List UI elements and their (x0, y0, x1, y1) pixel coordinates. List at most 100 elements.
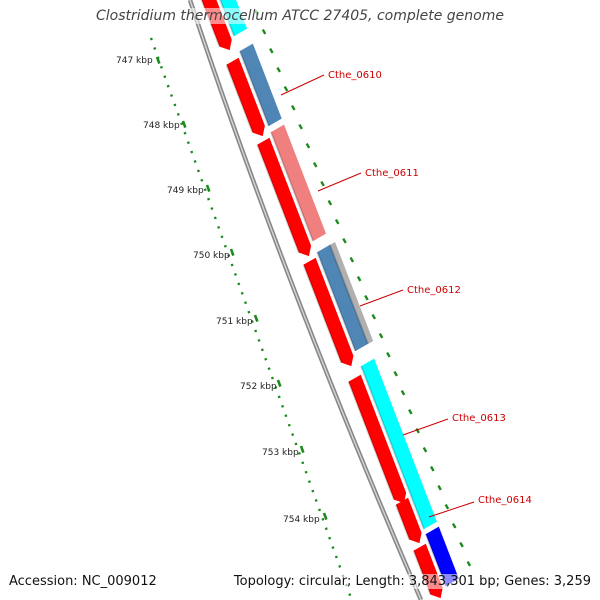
ruler-major-tick (276, 379, 282, 388)
track-tick (386, 351, 391, 358)
ruler-minor-tick (328, 536, 332, 540)
gene-block-3 (317, 244, 369, 352)
ruler-minor-tick (159, 65, 163, 69)
ruler-minor-tick (153, 47, 157, 50)
gene-block-2-shade (270, 131, 314, 242)
ruler-minor-tick (301, 461, 305, 465)
ruler-label: 753 kbp (262, 448, 299, 458)
ruler-major-tick (229, 248, 235, 257)
ruler-minor-tick (149, 37, 153, 41)
ruler-minor-tick (331, 546, 335, 550)
ruler-minor-tick (163, 75, 167, 79)
ruler-minor-tick (304, 470, 308, 474)
track-tick (269, 47, 274, 54)
track-tick (400, 389, 406, 396)
ruler: 747 kbp 748 kbp 749 kbp 750 kbp 751 kbp 752 k… (116, 37, 352, 597)
ruler-minor-tick (166, 84, 170, 88)
track-tick (320, 180, 325, 187)
ruler-minor-tick (233, 273, 237, 276)
ruler-minor-tick (203, 188, 207, 192)
ruler-label: 748 kbp (143, 121, 180, 131)
ruler-minor-tick (334, 555, 338, 559)
gene-label: Cthe_0612 (407, 285, 461, 296)
ruler-minor-tick (291, 433, 295, 437)
ruler-minor-tick (180, 122, 184, 126)
track-tick (283, 85, 289, 92)
ruler-minor-tick (281, 404, 285, 408)
ruler-minor-tick (190, 150, 194, 154)
ruler-minor-tick (240, 291, 244, 295)
ruler-minor-tick (227, 254, 231, 258)
track-tick (261, 28, 267, 35)
track-tick (429, 465, 435, 472)
ruler-minor-tick (170, 94, 174, 97)
ruler-minor-tick (254, 329, 258, 333)
ruler-minor-tick (213, 216, 217, 220)
gene-block-3-shade (316, 251, 357, 352)
genome-title: Clostridium thermocellum ATCC 27405, com… (94, 8, 506, 24)
track-tick (466, 560, 472, 567)
feature-track (200, 0, 472, 599)
ruler-minor-tick (193, 160, 197, 163)
cds-arrow-1-shade (225, 64, 254, 134)
ruler-minor-tick (230, 263, 234, 267)
track-tick (356, 275, 362, 282)
ruler-minor-tick (223, 244, 227, 248)
ruler-minor-tick (284, 414, 288, 418)
gene-label-leader (317, 172, 362, 192)
ruler-label: 749 kbp (167, 186, 204, 196)
cds-arrow-1 (226, 57, 265, 137)
ruler-minor-tick (176, 112, 180, 116)
cds-arrow-4-shade (347, 381, 395, 501)
gene-label-leader (280, 74, 325, 96)
cds-arrow-5-shade (394, 504, 411, 541)
ruler-major-tick (322, 512, 328, 521)
backbone-outer-line (187, 0, 424, 600)
track-tick (371, 313, 377, 320)
track-tick (312, 161, 318, 168)
ruler-label: 750 kbp (193, 251, 230, 261)
track-tick (378, 332, 384, 339)
gene-block-1 (239, 43, 282, 127)
track-tick (349, 256, 355, 263)
ruler-minor-tick (267, 367, 271, 371)
gene-block-4-shade (360, 365, 425, 530)
cds-arrow-5 (395, 497, 422, 544)
ruler-minor-tick (274, 386, 278, 389)
accession-text: Accession: NC_009012 (9, 574, 157, 589)
ruler-minor-tick (250, 320, 254, 323)
track-tick (393, 370, 398, 377)
gene-block-1-shade (238, 50, 270, 127)
ruler-minor-tick (237, 282, 241, 286)
ruler-minor-tick (270, 376, 274, 380)
ruler-minor-tick (186, 141, 190, 145)
gene-label: Cthe_0610 (328, 70, 382, 81)
gene-block-4 (361, 358, 437, 530)
ruler-major-tick (253, 314, 259, 323)
track-tick (422, 446, 428, 453)
ruler-major-tick (155, 56, 161, 65)
gene-block-gray-strip (329, 241, 374, 344)
ruler-label: 747 kbp (116, 56, 153, 66)
gene-label: Cthe_0611 (365, 168, 419, 179)
ruler-minor-tick (173, 103, 177, 107)
track-tick (451, 522, 457, 529)
gene-label-leader (359, 289, 404, 307)
cds-arrow-2-shade (256, 144, 300, 254)
ruler-minor-tick (260, 348, 264, 352)
ruler-minor-tick (264, 357, 268, 361)
gene-labels: Cthe_0610 Cthe_0611 Cthe_0612 Cthe_0613 Cthe… (280, 70, 532, 518)
ruler-minor-tick (311, 489, 315, 493)
ruler-major-tick (181, 120, 187, 129)
ruler-minor-tick (196, 169, 200, 173)
gene-label-leader (402, 418, 449, 436)
gene-block-gray-strip-shade (328, 244, 369, 345)
ruler-major-tick (299, 445, 305, 454)
ruler-minor-tick (207, 197, 211, 201)
cds-arrow-3-shade (302, 264, 343, 364)
gene-block-2 (271, 124, 327, 242)
genome-info-text: Topology: circular; Length: 3,843,301 bp… (233, 574, 591, 589)
track-tick (291, 104, 296, 111)
backbone-highlight (189, 0, 422, 600)
